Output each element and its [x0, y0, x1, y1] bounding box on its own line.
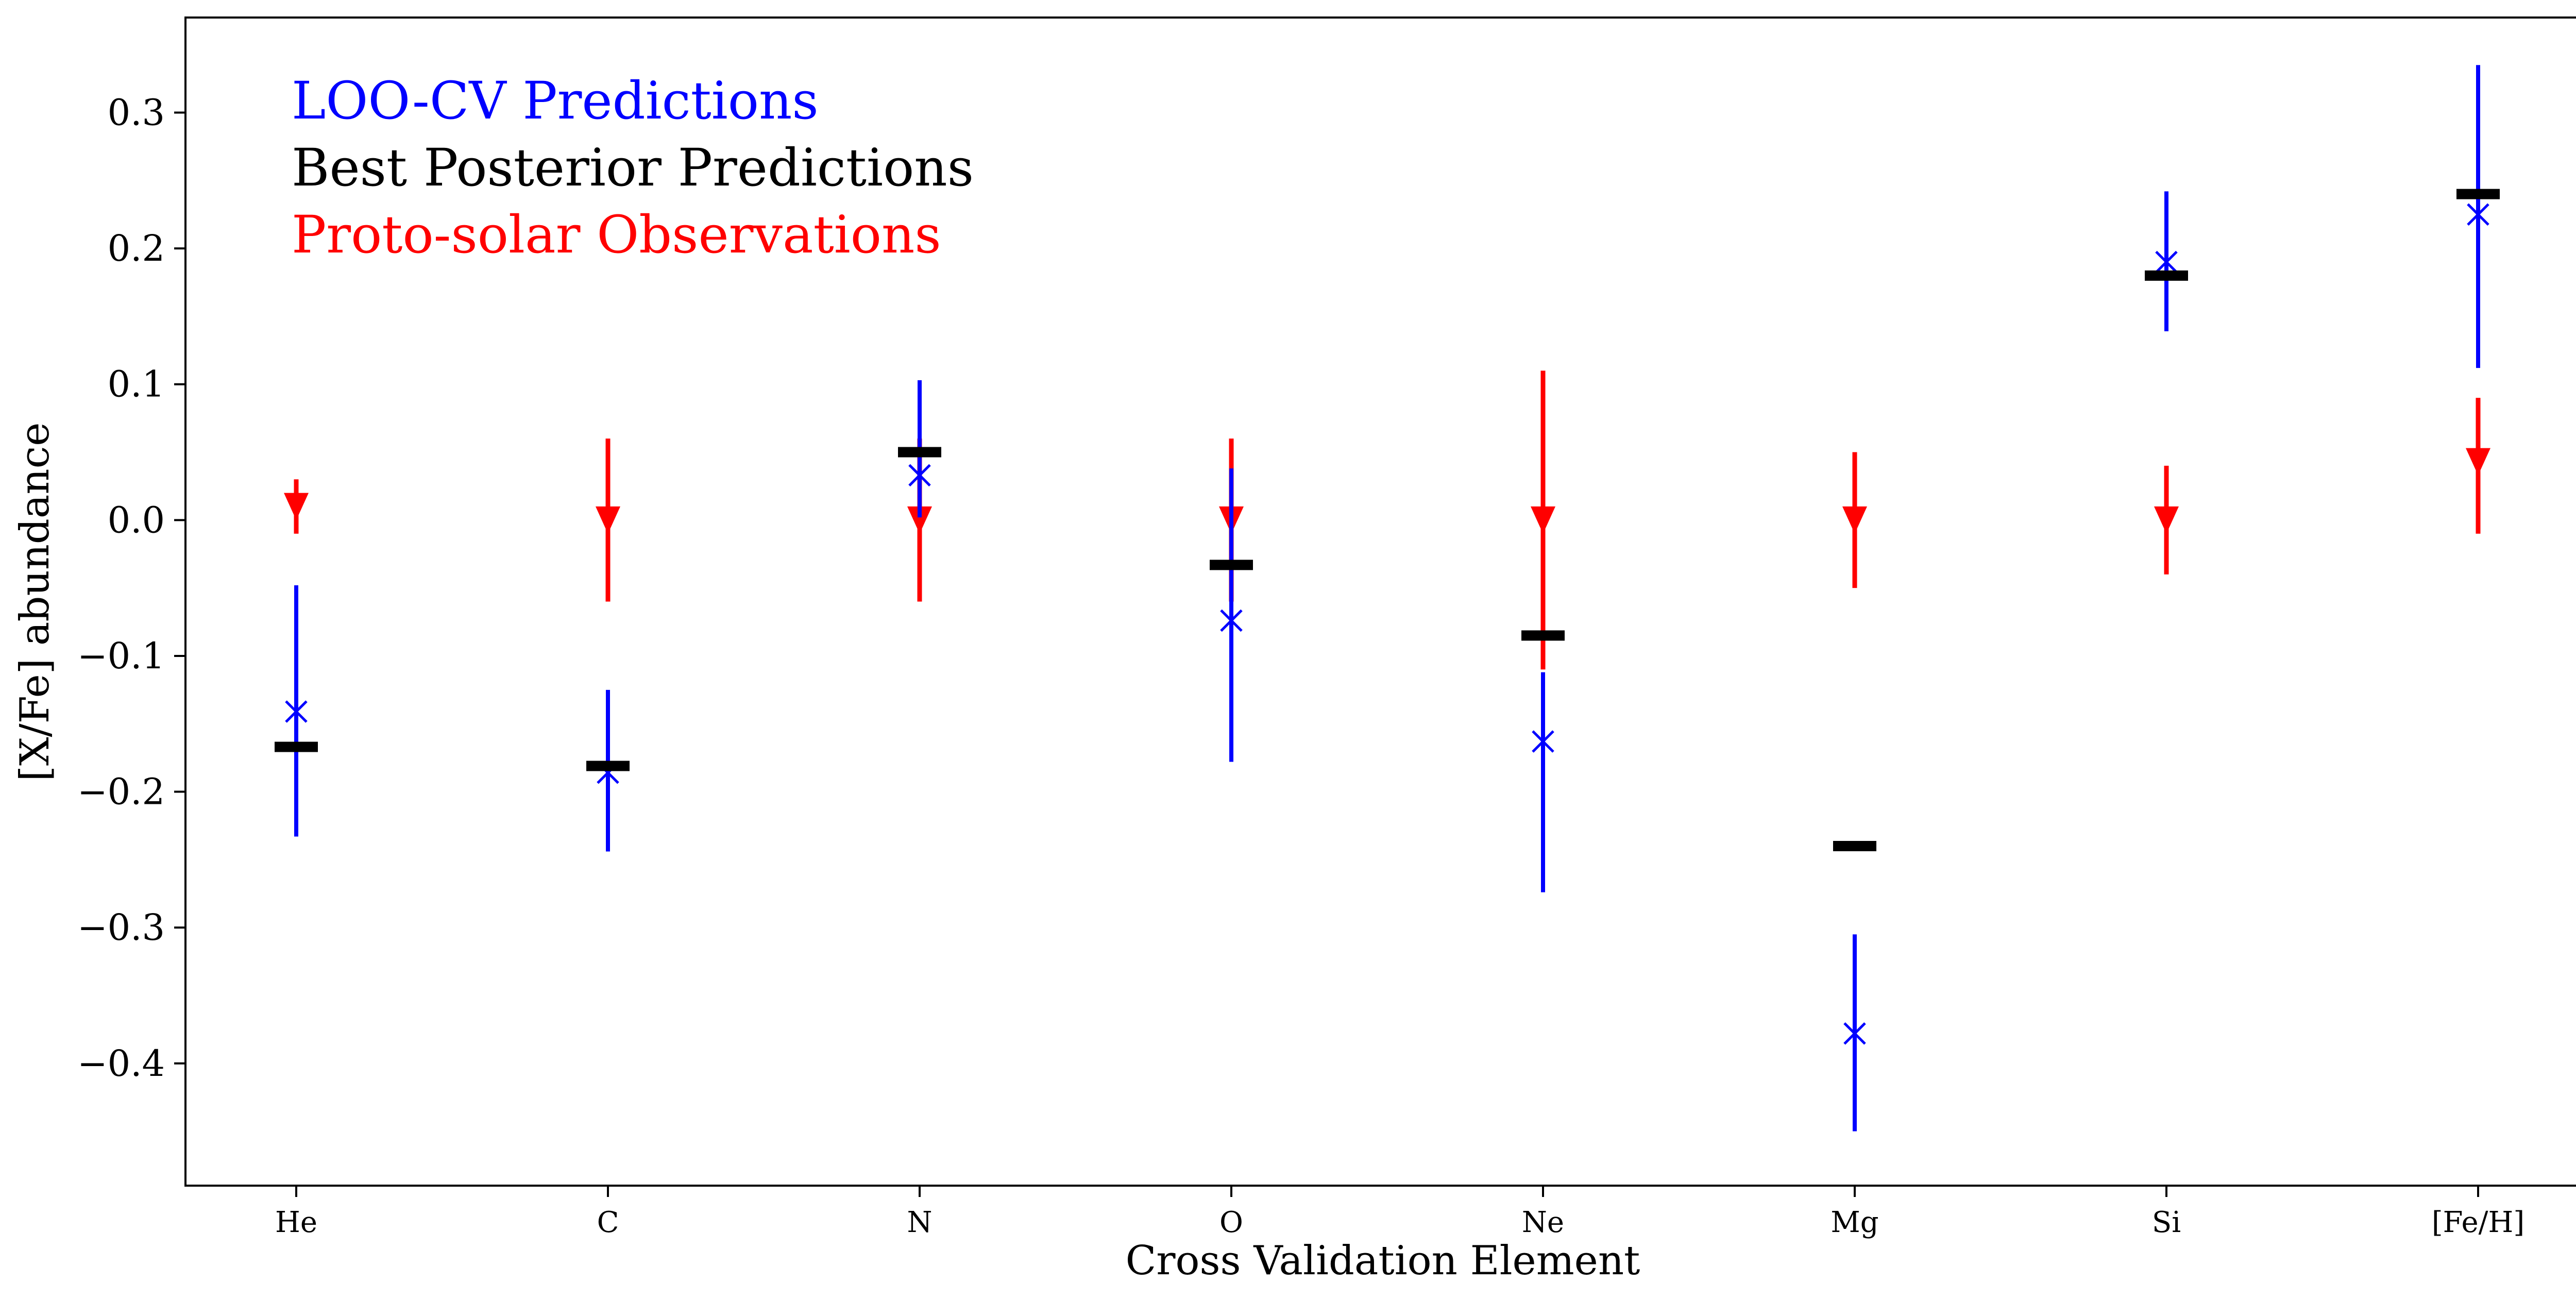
loo-cv-marker-stroke: [1220, 609, 1243, 632]
loo-cv-marker-stroke: [1532, 730, 1554, 753]
loo-cv-marker-stroke: [908, 464, 931, 487]
legend: LOO-CV Predictions Best Posterior Predic…: [292, 71, 974, 265]
x-tick-label: Ne: [1522, 1206, 1564, 1239]
x-tick-label: He: [275, 1206, 317, 1239]
x-tick-label: C: [597, 1206, 619, 1239]
loo-cv-marker-stroke: [1843, 1022, 1866, 1045]
plot-marks: [275, 65, 2500, 1132]
x-tick-label: Mg: [1831, 1206, 1878, 1239]
loo-cv-marker-stroke: [2467, 203, 2489, 226]
loo-cv-point: [1843, 1022, 1866, 1045]
proto-solar-point: [2466, 448, 2490, 476]
plot-frame: [184, 16, 2576, 1187]
proto-solar-point: [907, 506, 932, 534]
legend-entry-loo-cv: LOO-CV Predictions: [292, 71, 819, 131]
y-axis: 0.3 0.2 0.1 0.0 −0.1 −0.2 −0.3 −0.4: [77, 92, 185, 1085]
y-tick-label: −0.3: [77, 906, 165, 949]
y-tick-label: 0.1: [108, 363, 165, 406]
y-tick-label: 0.0: [108, 499, 165, 541]
y-tick-label: −0.1: [77, 635, 165, 677]
loo-cv-point: [2467, 203, 2489, 226]
proto-solar-point: [596, 506, 620, 534]
loo-cv-point: [2155, 250, 2178, 274]
y-tick-label: −0.4: [77, 1042, 165, 1085]
proto-solar-point: [2154, 506, 2179, 534]
x-axis-label: Cross Validation Element: [1126, 1238, 1640, 1284]
loo-cv-point: [908, 464, 931, 487]
loo-cv-point: [285, 700, 308, 723]
proto-solar-point: [1842, 506, 1867, 534]
y-tick-label: −0.2: [77, 771, 165, 813]
loo-cv-point: [1220, 609, 1243, 632]
x-tick-label: [Fe/H]: [2432, 1206, 2524, 1239]
y-tick-label: 0.2: [108, 227, 165, 269]
x-tick-label: O: [1219, 1206, 1243, 1239]
loo-cv-point: [1532, 730, 1554, 753]
legend-entry-best-posterior: Best Posterior Predictions: [292, 138, 974, 198]
x-tick-label: Si: [2152, 1206, 2181, 1239]
legend-entry-proto-solar: Proto-solar Observations: [292, 205, 941, 265]
y-tick-label: 0.3: [108, 92, 165, 134]
proto-solar-point: [284, 493, 309, 520]
x-tick-label: N: [907, 1206, 933, 1239]
y-axis-label: [X/Fe] abundance: [12, 423, 58, 782]
loo-cv-marker-stroke: [2155, 250, 2178, 274]
proto-solar-point: [1531, 506, 1555, 534]
x-axis: He C N O Ne Mg Si [Fe/H]: [275, 1186, 2524, 1239]
loo-cv-marker-stroke: [285, 700, 308, 723]
